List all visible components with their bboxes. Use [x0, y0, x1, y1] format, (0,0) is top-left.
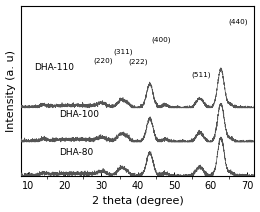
- X-axis label: 2 theta (degree): 2 theta (degree): [92, 197, 184, 206]
- Text: (220): (220): [93, 58, 113, 64]
- Text: (511): (511): [192, 71, 211, 78]
- Y-axis label: Intensity (a. u): Intensity (a. u): [5, 50, 16, 132]
- Text: (311): (311): [113, 48, 133, 54]
- Text: DHA-80: DHA-80: [59, 148, 94, 157]
- Text: (400): (400): [152, 36, 171, 43]
- Text: (222): (222): [128, 59, 147, 65]
- Text: DHA-110: DHA-110: [34, 63, 74, 72]
- Text: (440): (440): [228, 18, 248, 25]
- Text: DHA-100: DHA-100: [59, 110, 99, 119]
